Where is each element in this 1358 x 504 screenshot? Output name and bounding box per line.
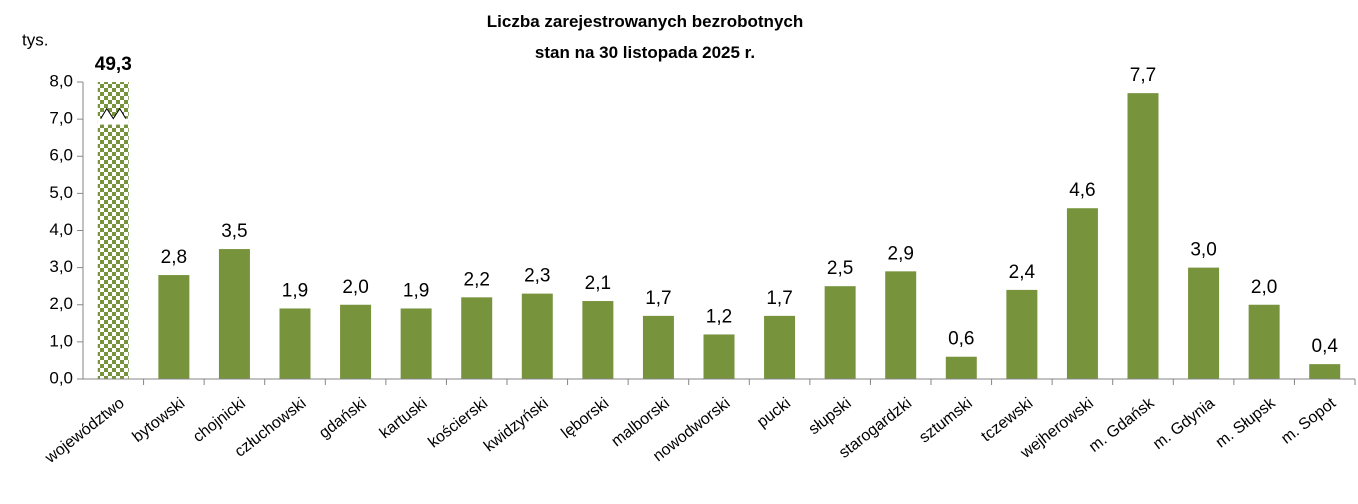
value-label: 7,7 (1130, 65, 1156, 86)
bar (885, 271, 917, 379)
value-label: 1,7 (766, 288, 792, 309)
bar (521, 293, 553, 379)
y-tick-label: 0,0 (49, 368, 73, 387)
chart-title: Liczba zarejestrowanych bezrobotnych (487, 12, 803, 31)
bar (1188, 267, 1220, 379)
x-tick-label: m. Słupsk (1213, 394, 1280, 451)
x-tick-label: bytowski (130, 395, 189, 446)
x-tick-label: m. Gdynia (1150, 395, 1218, 453)
x-tick-label: kwidzyński (481, 395, 552, 455)
bar (218, 249, 250, 379)
bar (582, 301, 614, 379)
y-axis-label: tys. (22, 30, 48, 49)
bar (340, 304, 372, 379)
value-label: 0,4 (1312, 336, 1339, 357)
value-label: 2,0 (342, 277, 368, 298)
y-tick-label: 1,0 (49, 331, 73, 350)
bar (945, 356, 977, 379)
value-label: 1,2 (706, 306, 732, 327)
bar (1066, 208, 1098, 379)
axis-break (97, 108, 129, 125)
y-tick-label: 7,0 (49, 109, 73, 128)
bar (97, 82, 129, 379)
y-tick-label: 2,0 (49, 294, 73, 313)
value-label: 2,8 (161, 247, 187, 268)
bar (1006, 289, 1038, 379)
value-label: 2,5 (827, 258, 853, 279)
y-tick-label: 6,0 (49, 146, 73, 165)
value-label: 3,5 (221, 221, 247, 242)
x-tick-label: m. Gdańsk (1086, 394, 1158, 456)
value-label: 2,0 (1251, 277, 1277, 298)
x-tick-label: m. Sopot (1278, 394, 1339, 447)
value-label: 2,3 (524, 266, 550, 287)
bar (400, 308, 432, 379)
y-tick-label: 4,0 (49, 220, 73, 239)
x-tick-label: słupski (806, 395, 855, 439)
value-label: 1,9 (403, 280, 429, 301)
value-label: 1,7 (645, 288, 671, 309)
x-tick-label: województwo (42, 395, 128, 468)
bar (158, 275, 190, 379)
value-label: 2,1 (585, 273, 611, 294)
axis-break-line (100, 107, 127, 120)
bar (1127, 93, 1159, 379)
chart-subtitle: stan na 30 listopada 2025 r. (535, 43, 755, 62)
bar (1248, 304, 1280, 379)
value-label: 3,0 (1190, 240, 1216, 261)
bar (279, 308, 311, 379)
y-tick-label: 5,0 (49, 183, 73, 202)
x-tick-label: tczewski (978, 395, 1036, 446)
y-tick-label: 8,0 (49, 71, 73, 90)
x-tick-label: pucki (754, 395, 794, 431)
value-label: 2,2 (464, 269, 490, 290)
value-label: 2,9 (888, 243, 914, 264)
bar (1309, 364, 1341, 379)
value-label: 49,3 (95, 54, 132, 75)
x-tick-label: lęborski (558, 395, 612, 442)
x-tick-label: chojnicki (190, 395, 249, 446)
value-label: 0,6 (948, 329, 974, 350)
bar (824, 286, 856, 379)
value-label: 2,4 (1009, 262, 1036, 283)
x-tick-label: kartuski (377, 395, 431, 442)
x-tick-label: sztumski (916, 395, 976, 447)
bar (703, 334, 735, 379)
y-tick-label: 3,0 (49, 257, 73, 276)
bar (461, 297, 493, 379)
x-tick-label: gdański (316, 395, 370, 442)
value-label: 1,9 (282, 280, 308, 301)
bar (764, 315, 796, 379)
value-label: 4,6 (1069, 180, 1095, 201)
plot-area (97, 82, 1341, 379)
bar (642, 315, 674, 379)
